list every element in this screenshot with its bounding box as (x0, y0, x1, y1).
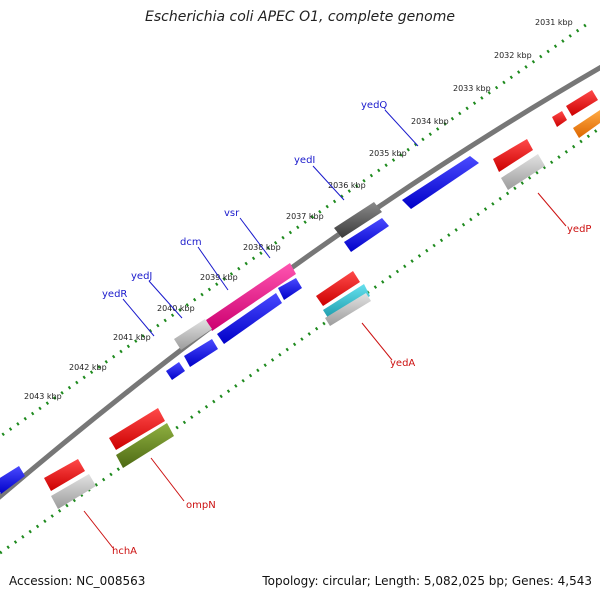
gene-yedJ-grey[interactable] (174, 319, 212, 350)
gene-orange[interactable] (573, 110, 600, 138)
gene-yedA-cyan[interactable] (323, 284, 370, 321)
tick-label: 2040 kbp (157, 304, 195, 313)
tick-label: 2032 kbp (494, 51, 532, 60)
map-title: Escherichia coli APEC O1, complete genom… (145, 9, 455, 25)
tick-label: 2035 kbp (369, 149, 407, 158)
gene-label-yedQ: yedQ (361, 100, 387, 111)
upper-tick-track (0, 20, 591, 439)
gene-left-blue[interactable] (0, 466, 25, 494)
gene-label-yedP: yedP (567, 224, 591, 235)
tick-label: 2031 kbp (535, 18, 573, 27)
gene-dcm-pink[interactable] (206, 263, 296, 331)
gene-yedA-red[interactable] (316, 271, 360, 306)
lower-tick-track (0, 126, 600, 555)
gene-yedJ[interactable] (184, 339, 218, 367)
gene-hchA[interactable] (51, 474, 96, 509)
gene-label-yedR: yedR (102, 289, 127, 300)
gene-yedR[interactable] (166, 362, 185, 380)
gene-label-hchA: hchA (112, 546, 137, 557)
tick-label: 2042 kbp (69, 363, 107, 372)
tick-label: 2041 kbp (113, 333, 151, 342)
gene-yedA[interactable] (325, 293, 371, 326)
gene-yedI[interactable] (344, 218, 389, 252)
gene-hchA-red[interactable] (44, 459, 85, 491)
gene-label-yedI: yedI (294, 155, 315, 166)
gene-red-far-right[interactable] (566, 90, 598, 116)
gene-small-red[interactable] (552, 111, 567, 127)
gene-label-vsr: vsr (224, 208, 240, 219)
gene-ompN-red[interactable] (109, 408, 165, 450)
gene-label-ompN: ompN (186, 500, 216, 511)
gene-yedP-red[interactable] (493, 139, 533, 172)
gene-label-dcm: dcm (180, 237, 202, 248)
tick-label: 2033 kbp (453, 84, 491, 93)
tick-label: 2036 kbp (328, 181, 366, 190)
gene-yedP[interactable] (501, 154, 545, 190)
gene-label-yedJ: yedJ (131, 271, 152, 282)
gene-label-yedA: yedA (390, 358, 415, 369)
lower-leader-lines (83, 192, 567, 549)
gene-ompN[interactable] (116, 423, 174, 468)
gene-yedI-dark[interactable] (334, 202, 382, 238)
upper-leader-lines (122, 109, 419, 337)
gene-dcm[interactable] (217, 293, 282, 344)
tick-label: 2043 kbp (24, 392, 62, 401)
genome-summary: Topology: circular; Length: 5,082,025 bp… (262, 574, 592, 588)
gene-vsr[interactable] (278, 278, 302, 300)
genome-backbone (0, 64, 600, 500)
accession-label: Accession: NC_008563 (9, 574, 146, 588)
tick-label: 2034 kbp (411, 117, 449, 126)
gene-yedQ[interactable] (402, 156, 479, 209)
tick-label: 2037 kbp (286, 212, 324, 221)
